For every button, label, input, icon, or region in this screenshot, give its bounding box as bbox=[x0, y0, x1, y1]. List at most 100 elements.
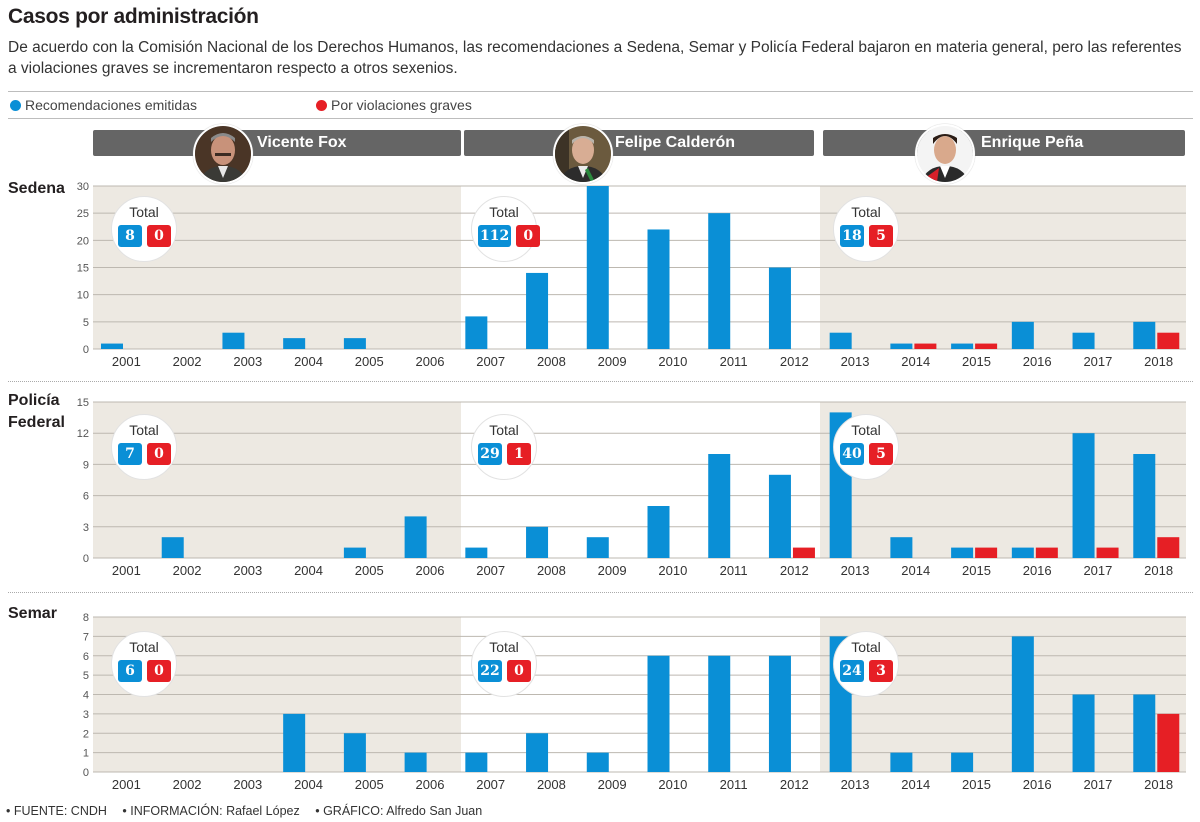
bar-emitidas bbox=[526, 526, 549, 558]
x-tick-label: 2013 bbox=[841, 563, 870, 578]
row-label-policia-federal: Policía Federal bbox=[8, 392, 65, 431]
total-emitidas: 24 bbox=[840, 660, 864, 682]
total-values: 18 5 bbox=[840, 225, 893, 247]
bar-graves bbox=[975, 547, 998, 558]
total-values: 112 0 bbox=[478, 225, 541, 247]
x-tick-label: 2008 bbox=[537, 777, 566, 792]
y-tick-label: 10 bbox=[77, 290, 89, 302]
x-tick-label: 2002 bbox=[173, 354, 202, 369]
admin-name-calderon: Felipe Calderón bbox=[615, 134, 736, 151]
total-label: Total bbox=[129, 422, 159, 438]
x-tick-label: 2017 bbox=[1083, 354, 1112, 369]
admin-header-calderon bbox=[464, 130, 814, 156]
bar-emitidas bbox=[1011, 321, 1034, 349]
legend-blue-dot-icon bbox=[10, 99, 21, 111]
portrait-pena-avatar bbox=[915, 124, 975, 184]
bar-emitidas bbox=[951, 752, 974, 772]
y-tick-label: 15 bbox=[77, 263, 89, 275]
bar-emitidas bbox=[222, 332, 245, 349]
total-label: Total bbox=[851, 639, 881, 655]
divider bbox=[8, 91, 1193, 92]
y-tick-label: 0 bbox=[83, 344, 89, 356]
total-graves: 5 bbox=[869, 443, 893, 465]
bar-emitidas bbox=[951, 547, 974, 558]
legend-label: Por violaciones graves bbox=[331, 97, 472, 113]
bar-emitidas bbox=[708, 454, 731, 558]
bar-emitidas bbox=[161, 537, 184, 558]
total-emitidas: 7 bbox=[118, 443, 142, 465]
bar-emitidas bbox=[890, 343, 913, 349]
total-label: Total bbox=[851, 204, 881, 220]
y-tick-label: 8 bbox=[83, 612, 89, 624]
y-tick-label: 0 bbox=[83, 553, 89, 565]
total-values: 24 3 bbox=[840, 660, 893, 682]
bar-emitidas bbox=[1133, 321, 1156, 349]
x-tick-label: 2010 bbox=[658, 777, 687, 792]
x-tick-label: 2011 bbox=[720, 354, 748, 369]
x-tick-label: 2007 bbox=[476, 777, 505, 792]
x-tick-label: 2007 bbox=[476, 354, 505, 369]
footer-source: • FUENTE: CNDH bbox=[6, 804, 107, 818]
x-tick-label: 2007 bbox=[476, 563, 505, 578]
x-tick-label: 2001 bbox=[112, 777, 141, 792]
bar-emitidas bbox=[647, 229, 670, 349]
y-tick-label: 30 bbox=[77, 181, 89, 193]
bar-emitidas bbox=[708, 655, 731, 772]
x-tick-label: 2018 bbox=[1144, 777, 1173, 792]
row-separator bbox=[8, 592, 1193, 593]
admin-header-fox bbox=[93, 130, 461, 156]
bar-emitidas bbox=[101, 343, 123, 349]
bar-emitidas bbox=[708, 213, 731, 349]
portrait-calderon-avatar bbox=[553, 124, 613, 184]
x-tick-label: 2011 bbox=[720, 777, 748, 792]
y-tick-label: 6 bbox=[83, 651, 89, 663]
legend-label: Recomendaciones emitidas bbox=[25, 97, 197, 113]
bar-emitidas bbox=[890, 537, 913, 558]
bar-emitidas bbox=[343, 733, 366, 772]
x-tick-label: 2001 bbox=[112, 563, 141, 578]
total-label: Total bbox=[489, 422, 519, 438]
x-tick-label: 2012 bbox=[780, 354, 809, 369]
total-badge: Total 7 0 bbox=[111, 414, 177, 480]
bar-emitidas bbox=[1011, 636, 1034, 772]
x-tick-label: 2008 bbox=[537, 354, 566, 369]
bar-emitidas bbox=[768, 655, 791, 772]
bar-graves bbox=[792, 547, 815, 558]
bar-emitidas bbox=[768, 474, 791, 558]
portrait-fox-avatar bbox=[193, 124, 253, 184]
x-tick-label: 2014 bbox=[901, 563, 930, 578]
footer-graphic: • GRÁFICO: Alfredo San Juan bbox=[315, 804, 483, 818]
x-tick-label: 2009 bbox=[598, 354, 627, 369]
x-tick-label: 2011 bbox=[720, 563, 748, 578]
bar-emitidas bbox=[465, 752, 488, 772]
chart-title: Casos por administración bbox=[8, 5, 259, 28]
bar-graves bbox=[1157, 537, 1180, 558]
bar-emitidas bbox=[1133, 454, 1156, 558]
bar-graves bbox=[1157, 332, 1180, 349]
bar-emitidas bbox=[586, 537, 609, 558]
admin-name-fox: Vicente Fox bbox=[257, 134, 347, 151]
total-badge: Total 40 5 bbox=[833, 414, 899, 480]
y-tick-label: 4 bbox=[83, 690, 89, 702]
x-tick-label: 2002 bbox=[173, 563, 202, 578]
bar-emitidas bbox=[283, 338, 306, 349]
total-emitidas: 6 bbox=[118, 660, 142, 682]
y-tick-label: 7 bbox=[83, 631, 89, 643]
x-tick-label: 2003 bbox=[233, 354, 262, 369]
total-emitidas: 112 bbox=[478, 225, 512, 247]
x-tick-label: 2015 bbox=[962, 563, 991, 578]
x-tick-label: 2015 bbox=[962, 354, 991, 369]
bar-emitidas bbox=[586, 752, 609, 772]
bar-emitidas bbox=[647, 655, 670, 772]
bar-emitidas bbox=[465, 547, 488, 558]
total-graves: 0 bbox=[147, 443, 171, 465]
row-separator bbox=[8, 381, 1193, 382]
x-tick-label: 2001 bbox=[112, 354, 141, 369]
x-tick-label: 2006 bbox=[416, 777, 445, 792]
divider bbox=[8, 118, 1193, 119]
total-label: Total bbox=[489, 204, 519, 220]
total-graves: 0 bbox=[516, 225, 541, 247]
bar-emitidas bbox=[586, 186, 609, 349]
